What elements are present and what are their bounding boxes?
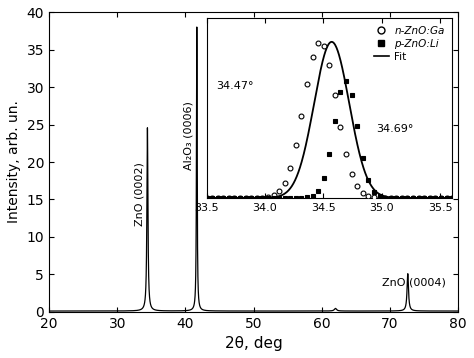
Y-axis label: Intensity, arb. un.: Intensity, arb. un. [7,101,21,223]
Text: Al₂O₃ (0006): Al₂O₃ (0006) [183,101,193,170]
Text: ZnO (0002): ZnO (0002) [135,162,145,226]
Text: ZnO (0004): ZnO (0004) [382,278,446,288]
X-axis label: 2θ, deg: 2θ, deg [225,336,283,351]
